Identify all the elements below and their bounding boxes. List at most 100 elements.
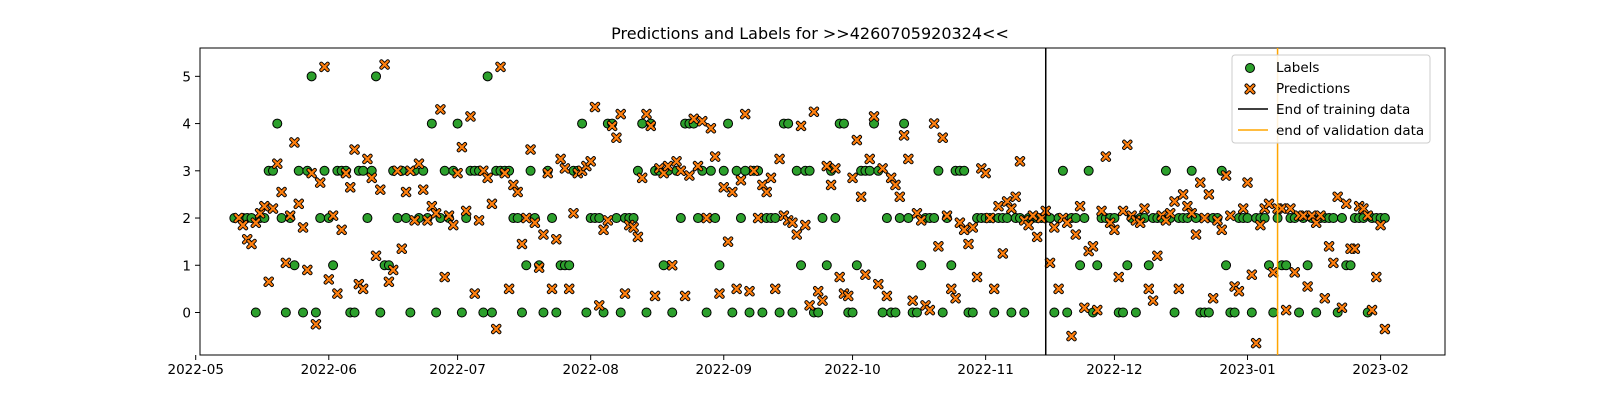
prediction-point [1186, 208, 1197, 219]
prediction-point [645, 120, 656, 132]
prediction-point [971, 271, 983, 283]
prediction-point [1323, 241, 1335, 252]
label-point [371, 71, 382, 82]
prediction-point [615, 108, 626, 120]
prediction-point [267, 203, 279, 214]
x-tick-label: 2023-02 [1352, 362, 1408, 378]
label-point [1130, 307, 1141, 318]
prediction-point [1358, 203, 1369, 214]
legend-labels-marker [1245, 63, 1255, 73]
legend-labels-text: Labels [1276, 60, 1319, 76]
prediction-point [1092, 304, 1103, 316]
prediction-point [825, 179, 837, 191]
prediction-point [1268, 267, 1279, 278]
prediction-point [714, 288, 725, 299]
prediction-point [894, 191, 905, 202]
label-point [757, 307, 768, 318]
label-point [821, 260, 832, 271]
prediction-point [237, 219, 249, 231]
prediction-point [1074, 201, 1086, 212]
prediction-point [439, 271, 450, 283]
prediction-point [1349, 243, 1361, 254]
prediction-point [1276, 203, 1288, 214]
prediction-point [319, 61, 330, 73]
prediction-point [993, 201, 1004, 212]
label-point [744, 307, 755, 318]
prediction-point [813, 286, 824, 297]
legend-predictions-marker [1244, 83, 1256, 95]
label-point [426, 118, 437, 129]
label-point [714, 260, 725, 271]
prediction-point [791, 229, 802, 240]
prediction-point [302, 264, 313, 276]
label-point [298, 307, 309, 318]
prediction-point [1203, 189, 1215, 200]
label-point [658, 260, 669, 271]
label-point [1336, 213, 1347, 224]
label-point [276, 213, 287, 224]
prediction-point [1122, 139, 1133, 151]
prediction-point [1006, 203, 1017, 214]
label-point [521, 260, 532, 271]
prediction-point [636, 172, 648, 184]
prediction-point [1242, 177, 1253, 188]
prediction-point [890, 179, 901, 191]
prediction-point [349, 144, 360, 155]
prediction-point [679, 290, 691, 302]
y-tick-label: 1 [182, 258, 191, 274]
label-point [1268, 307, 1279, 318]
label-point [641, 307, 652, 318]
prediction-point [765, 172, 777, 184]
prediction-point [263, 276, 274, 287]
prediction-point [911, 208, 923, 219]
prediction-point [1298, 210, 1309, 221]
prediction-point [1190, 229, 1202, 240]
label-point [783, 118, 794, 129]
prediction-point [885, 172, 897, 184]
prediction-point [546, 283, 558, 295]
label-point [1002, 213, 1013, 224]
prediction-point [1302, 281, 1313, 292]
prediction-point [533, 262, 545, 273]
label-point [456, 307, 467, 318]
label-point [1092, 260, 1103, 271]
prediction-point [662, 160, 674, 172]
label-point [1019, 307, 1030, 318]
prediction-point [1160, 215, 1172, 226]
prediction-point [1070, 229, 1081, 240]
prediction-point [941, 210, 953, 221]
prediction-point [1379, 323, 1391, 335]
prediction-point [246, 238, 257, 250]
prediction-point [787, 217, 798, 228]
prediction-point [727, 186, 738, 198]
prediction-point [405, 165, 416, 177]
prediction-point [937, 132, 948, 143]
label-point [1294, 307, 1305, 318]
prediction-point [967, 222, 978, 233]
prediction-point [409, 215, 420, 226]
prediction-point [452, 167, 463, 179]
prediction-point [1246, 269, 1258, 280]
label-point [705, 165, 716, 176]
prediction-point [1306, 210, 1318, 221]
prediction-point [315, 177, 326, 188]
prediction-point [855, 191, 867, 202]
prediction-point [491, 323, 502, 335]
label-point [512, 213, 523, 224]
prediction-point [375, 184, 386, 195]
label-point [272, 118, 283, 129]
label-point [838, 118, 849, 129]
label-point [916, 260, 927, 271]
label-point [967, 307, 978, 318]
label-point [401, 213, 412, 224]
label-point [851, 260, 862, 271]
prediction-point [370, 250, 382, 262]
prediction-point [345, 182, 356, 193]
prediction-point [1053, 283, 1064, 295]
prediction-point [667, 260, 678, 271]
prediction-point [997, 248, 1009, 259]
prediction-point [851, 134, 863, 146]
label-point [791, 165, 802, 176]
x-tick-label: 2022-11 [957, 362, 1013, 378]
prediction-point [1147, 295, 1159, 306]
